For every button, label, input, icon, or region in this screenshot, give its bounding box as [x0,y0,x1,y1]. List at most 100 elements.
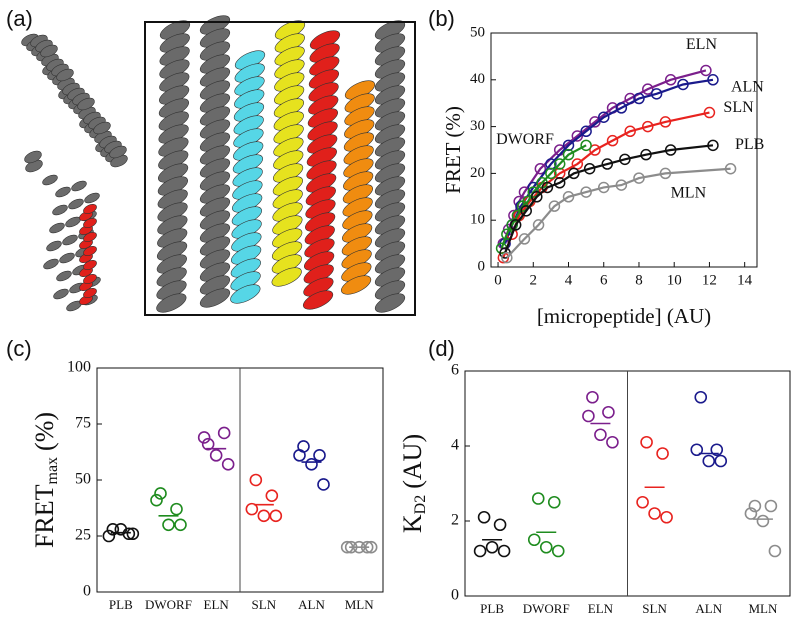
data-point [700,64,712,77]
data-point [690,443,704,457]
data-point [531,191,543,203]
y-tick-label: 20 [470,165,485,181]
data-point [245,502,259,516]
data-point [594,428,607,442]
data-point [602,405,615,419]
data-point [562,191,575,203]
x-tick-label: 4 [565,272,573,288]
data-point [520,205,532,217]
helix-turn [83,204,97,214]
data-point [640,435,653,449]
data-point [660,510,673,524]
helix-turn [52,204,68,216]
data-point [615,102,628,114]
data-point [114,522,128,536]
x-tick-label: ALN [695,601,722,616]
data-point [102,529,116,543]
panel-label: (c) [6,336,32,361]
series-line [502,111,710,259]
data-point [548,200,561,212]
data-point [583,162,596,175]
data-point [568,167,580,180]
data-point [313,449,326,462]
data-point [531,492,545,505]
y-axis-label: FRET (%) [441,106,465,194]
y-axis-label: KD2 (AU) [398,434,429,533]
x-tick-label: 10 [667,272,682,288]
y-axis-label: FRETmax (%) [30,412,61,548]
data-point [493,518,507,532]
helix-turn [59,252,75,264]
protein-structure [21,15,406,313]
data-point [201,437,215,451]
x-tick-label: SLN [252,597,277,612]
data-point [553,177,566,189]
data-point [580,125,592,138]
data-point [477,510,491,524]
data-point [710,443,724,457]
data-point [501,251,513,264]
data-point [197,431,211,444]
data-point [106,522,120,536]
data-point [768,544,782,558]
data-point [756,514,770,528]
helix-turn [156,293,187,313]
data-point [633,172,645,184]
helix-turn [77,97,95,111]
data-point [527,533,541,547]
data-point [664,74,677,86]
series-label: SLN [723,99,754,116]
data-point [541,181,554,194]
data-point [174,518,187,532]
data-point [518,233,531,245]
helix-turn [230,284,261,304]
helix-turn [24,150,42,164]
series-line [504,144,714,254]
inset-frame [144,21,416,316]
helix-turn [68,198,84,210]
data-point [606,134,619,147]
helix-turn [341,275,372,295]
helix-turn [56,68,74,82]
helix-turn [42,174,58,186]
data-point [624,125,636,138]
data-point [703,106,716,119]
data-point [571,130,584,142]
data-point [293,449,306,462]
data-point [664,144,677,156]
x-tick-label: 6 [600,272,608,288]
data-point [580,186,592,198]
x-tick-label: 12 [702,272,717,288]
data-point [659,167,672,180]
helix-turn [62,234,78,246]
helix-turn [302,290,334,310]
data-point [269,509,283,523]
data-point [497,544,511,558]
panel-label: (b) [428,6,455,31]
series-line [506,167,731,259]
data-point [636,495,649,509]
helix-turn [55,186,71,198]
y-tick-label: 100 [67,359,91,376]
data-point [551,544,565,558]
x-tick-label: ELN [588,601,614,616]
y-tick-label: 50 [75,471,91,488]
x-tick-label: SLN [642,601,667,616]
x-tick-label: PLB [480,601,504,616]
data-point [601,158,614,170]
data-point [724,162,737,175]
data-point [553,158,566,170]
y-tick-label: 0 [83,583,91,600]
data-point [606,435,619,449]
data-point [642,120,654,133]
helix-turn [374,293,406,313]
series-label: ALN [731,78,764,95]
y-tick-label: 50 [470,24,485,40]
y-tick-label: 30 [470,118,485,134]
data-point [545,167,557,180]
x-axis-label: [micropeptide] (AU) [537,304,711,328]
x-tick-label: 14 [737,272,753,288]
data-point [694,390,708,404]
x-tick-label: DWORF [145,597,192,612]
panel-label: (d) [428,336,455,361]
